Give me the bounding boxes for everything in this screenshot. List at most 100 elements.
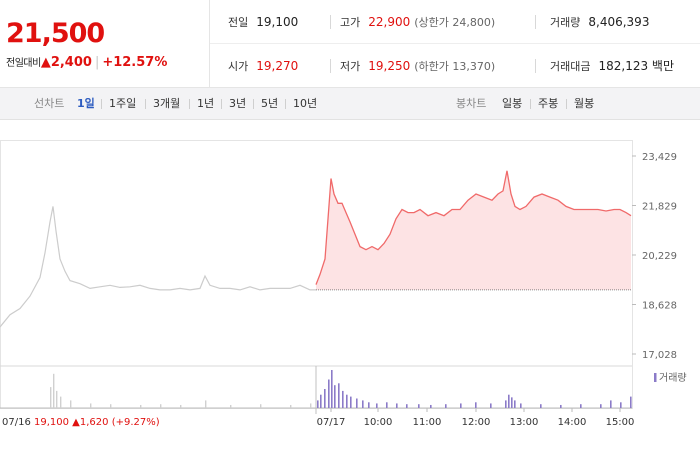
volume-bar-prev (310, 403, 312, 408)
up-arrow-icon: ▲ (40, 55, 51, 70)
current-price-box: 21,500 전일대비▲2,400 | +12.57% (0, 0, 210, 88)
divider (530, 99, 531, 109)
y-tick-label: 20,229 (642, 251, 677, 262)
volume-bar (362, 400, 364, 408)
volume-bar (560, 404, 562, 408)
volume-bar-prev (110, 404, 112, 408)
volume-legend-swatch (654, 373, 657, 382)
x-tick-label: 11:00 (413, 417, 442, 428)
period-1day-button[interactable]: 1일 (77, 97, 95, 110)
prev-day-summary: 07/16 19,100 ▲1,620 (+9.27%) (2, 417, 160, 428)
stat-open: 시가 19,270 (228, 44, 298, 88)
volume-bar-prev (90, 403, 92, 408)
volume-bar (350, 396, 352, 408)
intraday-price-chart[interactable]: 23,429 21,829 20,229 18,628 17,028 거래량 07/17 10… (0, 120, 700, 450)
y-tick-label: 17,028 (642, 350, 677, 361)
volume-bar-prev (260, 404, 262, 408)
change-separator: | (94, 55, 100, 70)
volume-bar-prev (230, 404, 232, 408)
stat-label: 고가 (340, 16, 361, 29)
volume-bar-prev (53, 373, 55, 408)
stat-value: 8,406,393 (588, 15, 650, 29)
price-change-line: 전일대비▲2,400 | +12.57% (6, 54, 167, 70)
stat-label: 거래량 (550, 16, 581, 29)
y-tick-label: 21,829 (642, 201, 677, 212)
volume-bar (418, 404, 420, 408)
volume-bar (317, 400, 319, 408)
stat-prev-close: 전일 19,100 (228, 0, 298, 44)
volume-bar (490, 403, 492, 408)
stat-sub: (하한가 13,370) (414, 60, 496, 73)
line-chart-label: 선차트 (34, 97, 65, 110)
volume-bar (328, 379, 330, 408)
stats-row-1: 전일 19,100 고가 22,900 (상한가 24,800) 거래량 8,406,3… (210, 0, 700, 44)
volume-bar-prev (56, 390, 58, 408)
volume-bar (460, 403, 462, 408)
divider (535, 15, 536, 29)
today-price-line (315, 170, 632, 285)
stock-summary-header: 21,500 전일대비▲2,400 | +12.57% 전일 19,100 고가 22,… (0, 0, 700, 88)
volume-bar (346, 394, 348, 408)
period-3month-button[interactable]: 3개월 (153, 97, 181, 110)
candle-monthly-button[interactable]: 월봉 (574, 97, 595, 110)
stat-turnover: 거래대금 182,123 백만 (550, 44, 674, 88)
today-price-area (316, 170, 631, 290)
volume-bar-prev (70, 400, 72, 408)
up-arrow-icon: ▲ (72, 417, 80, 428)
stat-label: 전일 (228, 16, 249, 29)
prev-day-change-percent: (+9.27%) (112, 417, 160, 428)
period-1year-button[interactable]: 1년 (197, 97, 215, 110)
stat-value: 19,270 (256, 59, 299, 73)
stat-sub: (상한가 24,800) (414, 16, 496, 29)
candle-weekly-button[interactable]: 주봉 (538, 97, 559, 110)
volume-bar-prev (290, 404, 292, 408)
y-tick-label: 23,429 (642, 152, 677, 163)
x-tick-label: 10:00 (364, 417, 393, 428)
volume-bar (520, 403, 522, 408)
chart-period-toolbar: 선차트 1일 1주일 3개월 1년 3년 5년 10년 봉차트 일봉 주봉 월봉 (0, 88, 700, 120)
stat-value: 182,123 백만 (598, 59, 675, 73)
volume-bar (508, 394, 510, 408)
divider (101, 99, 102, 109)
period-1week-button[interactable]: 1주일 (109, 97, 137, 110)
candle-daily-button[interactable]: 일봉 (502, 97, 523, 110)
divider (566, 99, 567, 109)
volume-bar (406, 404, 408, 408)
volume-bar (324, 389, 326, 408)
volume-bar-prev (60, 396, 62, 408)
stat-value: 22,900 (368, 15, 411, 29)
period-5year-button[interactable]: 5년 (261, 97, 279, 110)
divider (221, 99, 222, 109)
divider (330, 59, 331, 73)
divider (253, 99, 254, 109)
x-tick-label: 14:00 (558, 417, 587, 428)
divider (189, 99, 190, 109)
divider (145, 99, 146, 109)
volume-bar (320, 394, 322, 408)
y-tick-label: 18,628 (642, 301, 677, 312)
x-tick-label: 07/17 (317, 417, 346, 428)
stat-label: 거래대금 (550, 60, 591, 73)
prev-day-change: 1,620 (80, 417, 112, 428)
stat-value: 19,250 (368, 59, 411, 73)
volume-bar (630, 396, 632, 408)
current-price: 21,500 (6, 18, 105, 49)
volume-bar-prev (180, 404, 182, 408)
volume-bar (331, 370, 333, 408)
prev-day-price-line (0, 206, 316, 328)
volume-bar (342, 390, 344, 408)
volume-bar (430, 404, 432, 408)
period-10year-button[interactable]: 10년 (293, 97, 318, 110)
change-amount: 2,400 (50, 55, 92, 70)
stats-row-2: 시가 19,270 저가 19,250 (하한가 13,370) 거래대금 182,12… (210, 44, 700, 88)
volume-bar (475, 402, 477, 408)
volume-bar (386, 402, 388, 408)
volume-bar (511, 397, 513, 408)
divider (330, 15, 331, 29)
volume-bar (338, 383, 340, 408)
volume-bar (396, 403, 398, 408)
volume-bar (580, 404, 582, 408)
prev-day-close: 19,100 (34, 417, 72, 428)
period-3year-button[interactable]: 3년 (229, 97, 247, 110)
volume-bar-prev (140, 404, 142, 408)
